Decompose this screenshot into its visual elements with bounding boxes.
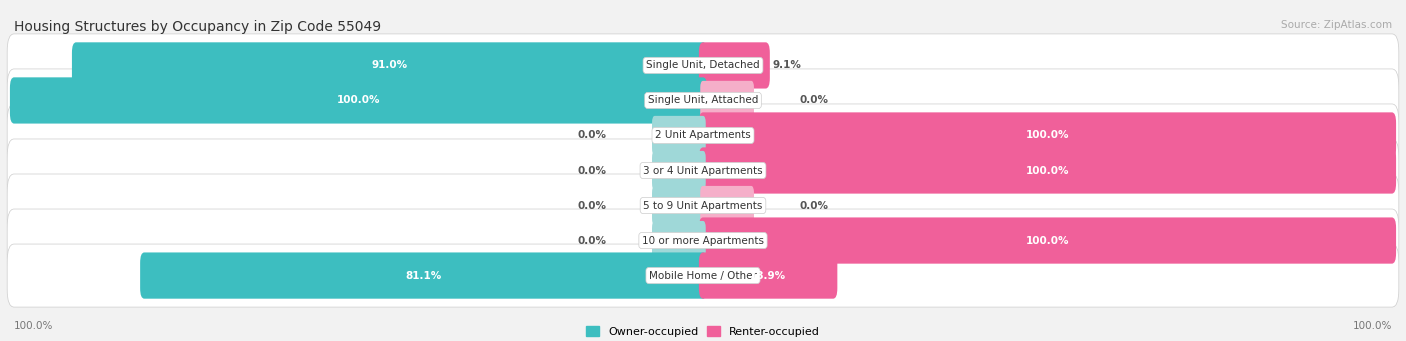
Text: 3 or 4 Unit Apartments: 3 or 4 Unit Apartments	[643, 165, 763, 176]
Text: 100.0%: 100.0%	[14, 321, 53, 331]
FancyBboxPatch shape	[700, 186, 754, 225]
FancyBboxPatch shape	[10, 77, 707, 123]
Text: 100.0%: 100.0%	[1026, 236, 1069, 246]
Text: 9.1%: 9.1%	[772, 60, 801, 71]
Text: 0.0%: 0.0%	[578, 131, 606, 140]
Text: 100.0%: 100.0%	[1353, 321, 1392, 331]
Text: 0.0%: 0.0%	[578, 165, 606, 176]
Text: 2 Unit Apartments: 2 Unit Apartments	[655, 131, 751, 140]
Text: 0.0%: 0.0%	[800, 201, 828, 210]
Text: Source: ZipAtlas.com: Source: ZipAtlas.com	[1281, 20, 1392, 30]
Text: 10 or more Apartments: 10 or more Apartments	[643, 236, 763, 246]
Text: 91.0%: 91.0%	[371, 60, 408, 71]
Text: Single Unit, Detached: Single Unit, Detached	[647, 60, 759, 71]
Text: Single Unit, Attached: Single Unit, Attached	[648, 95, 758, 105]
FancyBboxPatch shape	[652, 221, 706, 260]
FancyBboxPatch shape	[652, 186, 706, 225]
FancyBboxPatch shape	[7, 69, 1399, 132]
Text: 100.0%: 100.0%	[337, 95, 380, 105]
FancyBboxPatch shape	[72, 42, 707, 89]
FancyBboxPatch shape	[7, 209, 1399, 272]
Text: 100.0%: 100.0%	[1026, 165, 1069, 176]
Text: Housing Structures by Occupancy in Zip Code 55049: Housing Structures by Occupancy in Zip C…	[14, 20, 381, 34]
FancyBboxPatch shape	[700, 81, 754, 120]
Text: 100.0%: 100.0%	[1026, 131, 1069, 140]
Text: 0.0%: 0.0%	[800, 95, 828, 105]
FancyBboxPatch shape	[7, 34, 1399, 97]
Text: 18.9%: 18.9%	[749, 270, 786, 281]
Text: Mobile Home / Other: Mobile Home / Other	[650, 270, 756, 281]
Text: 5 to 9 Unit Apartments: 5 to 9 Unit Apartments	[644, 201, 762, 210]
FancyBboxPatch shape	[699, 218, 1396, 264]
FancyBboxPatch shape	[699, 252, 838, 299]
FancyBboxPatch shape	[141, 252, 707, 299]
FancyBboxPatch shape	[7, 244, 1399, 307]
Text: 0.0%: 0.0%	[578, 236, 606, 246]
FancyBboxPatch shape	[652, 151, 706, 190]
FancyBboxPatch shape	[699, 113, 1396, 159]
Text: 0.0%: 0.0%	[578, 201, 606, 210]
FancyBboxPatch shape	[699, 147, 1396, 194]
Legend: Owner-occupied, Renter-occupied: Owner-occupied, Renter-occupied	[581, 322, 825, 341]
FancyBboxPatch shape	[7, 139, 1399, 202]
FancyBboxPatch shape	[7, 104, 1399, 167]
FancyBboxPatch shape	[7, 174, 1399, 237]
FancyBboxPatch shape	[652, 116, 706, 155]
FancyBboxPatch shape	[699, 42, 770, 89]
Text: 81.1%: 81.1%	[405, 270, 441, 281]
